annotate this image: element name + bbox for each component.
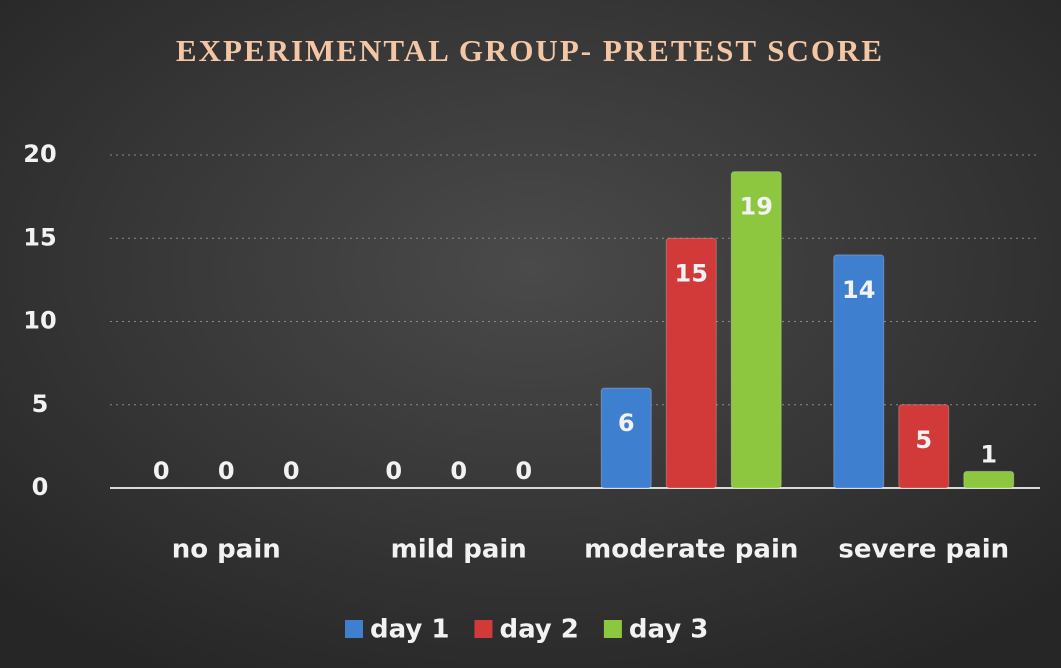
legend-label: day 1 bbox=[370, 615, 449, 645]
data-label: 19 bbox=[740, 193, 773, 221]
data-label: 6 bbox=[618, 409, 635, 437]
data-label: 0 bbox=[450, 457, 467, 485]
data-label: 14 bbox=[842, 276, 875, 304]
legend-swatch bbox=[474, 620, 493, 638]
data-label: 1 bbox=[980, 440, 997, 468]
chart-title: EXPERIMENTAL GROUP- PRETEST SCORE bbox=[175, 33, 885, 68]
bar bbox=[963, 470, 1015, 489]
data-label: 0 bbox=[153, 457, 170, 485]
x-tick-label: moderate pain bbox=[584, 535, 798, 565]
data-label: 15 bbox=[675, 259, 708, 287]
y-tick-label: 15 bbox=[23, 223, 56, 251]
bar bbox=[898, 404, 950, 489]
legend-label: day 2 bbox=[499, 615, 578, 645]
data-label: 0 bbox=[283, 457, 300, 485]
legend-swatch bbox=[345, 620, 363, 638]
data-label: 0 bbox=[515, 457, 532, 485]
data-label: 5 bbox=[915, 426, 932, 454]
y-tick-label: 5 bbox=[32, 390, 49, 418]
legend-swatch bbox=[603, 620, 622, 638]
bar bbox=[600, 387, 652, 489]
bar bbox=[730, 171, 782, 489]
y-tick-label: 10 bbox=[23, 307, 56, 335]
legend-label: day 3 bbox=[629, 615, 708, 645]
bar bbox=[833, 254, 885, 489]
bar bbox=[665, 237, 717, 489]
y-tick-label: 20 bbox=[23, 140, 56, 168]
x-tick-label: severe pain bbox=[838, 535, 1009, 565]
data-label: 0 bbox=[218, 457, 235, 485]
x-tick-label: no pain bbox=[172, 535, 281, 565]
y-tick-label: 0 bbox=[32, 473, 49, 501]
x-tick-label: mild pain bbox=[391, 535, 527, 565]
data-label: 0 bbox=[385, 457, 402, 485]
